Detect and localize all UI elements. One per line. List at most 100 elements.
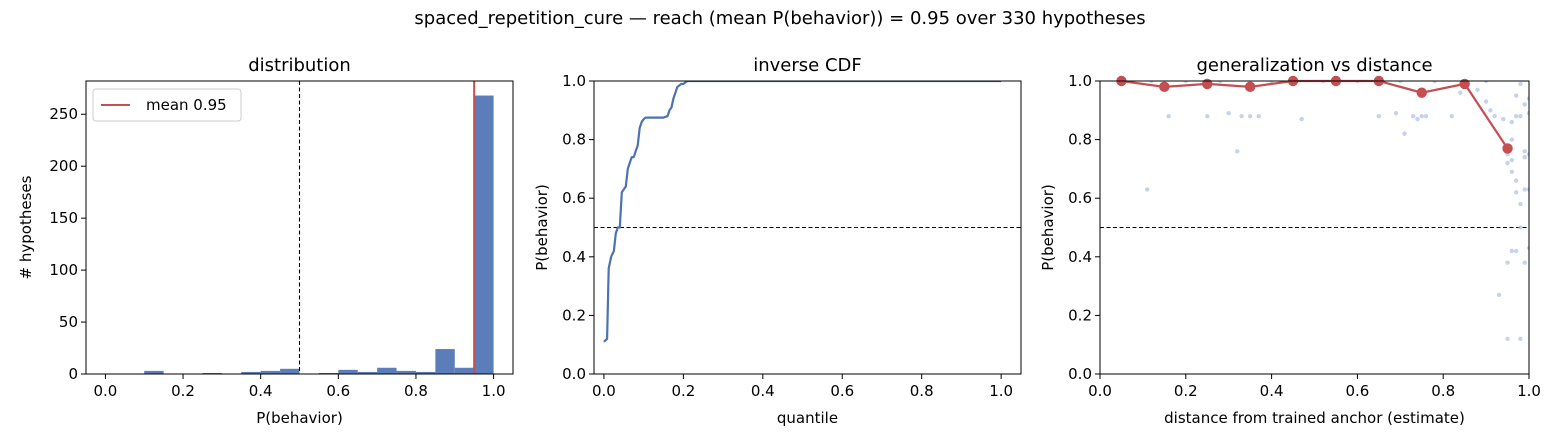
axes-frame xyxy=(1099,80,1530,375)
scatter-point xyxy=(1402,131,1407,136)
binned-mean-marker xyxy=(1416,87,1427,98)
histogram-bar xyxy=(415,371,436,374)
x-tick-label: 0.6 xyxy=(326,382,350,400)
panel-title: inverse CDF xyxy=(753,55,862,76)
scatter-point xyxy=(1513,178,1519,183)
scatter-point xyxy=(1256,113,1261,119)
histogram-bar xyxy=(377,367,397,374)
scatter-point xyxy=(1239,113,1244,119)
scatter-point xyxy=(1526,245,1529,251)
inverse-cdf-line xyxy=(603,81,1002,343)
y-tick-label: 0.6 xyxy=(1068,189,1092,207)
panel-title: generalization vs distance xyxy=(1196,55,1432,76)
y-tick-label: 0 xyxy=(68,365,78,383)
binned-mean-marker xyxy=(1244,81,1256,93)
scatter-point xyxy=(1505,336,1510,342)
x-tick-label: 0.8 xyxy=(1431,382,1455,400)
scatter-point xyxy=(1513,190,1519,195)
scatter-point xyxy=(1483,81,1489,84)
x-tick-label: 1.0 xyxy=(989,382,1013,400)
scatter-point xyxy=(1235,149,1240,154)
x-tick-label: 0.0 xyxy=(592,382,616,400)
panel-distribution: mean 0.95 0.0 0.2 0.4 0.6 0.8 1.0 0 50 100 150 200 2… xyxy=(17,55,514,427)
scatter-point xyxy=(1166,113,1171,119)
scatter-point xyxy=(1393,111,1399,116)
scatter-point xyxy=(1432,81,1437,84)
y-tick-label: 1.0 xyxy=(562,72,586,90)
scatter-point xyxy=(1419,113,1424,119)
y-tick-label: 50 xyxy=(59,313,78,331)
y-tick-label: 0.0 xyxy=(562,365,586,383)
x-tick-label: 0.4 xyxy=(249,382,273,400)
scatter-point xyxy=(1513,113,1519,119)
x-tick-label: 0.6 xyxy=(830,382,854,400)
scatter-point xyxy=(1149,81,1154,84)
y-axis-label: P(behavior) xyxy=(533,184,551,271)
scatter-point xyxy=(1205,113,1210,119)
legend-box xyxy=(92,88,242,122)
panel-inverse-cdf: 0.0 0.2 0.4 0.6 0.8 1.0 0.0 0.2 0.4 0.6 0.8 1.0 inve… xyxy=(533,55,1022,427)
x-tick-label: 1.0 xyxy=(482,382,506,400)
histogram-bar xyxy=(260,370,281,374)
scatter-point xyxy=(1247,113,1253,119)
y-tick-label: 150 xyxy=(49,209,78,227)
x-tick-label: 1.0 xyxy=(1517,382,1541,400)
binned-mean-marker xyxy=(1159,81,1170,93)
y-tick-label: 100 xyxy=(49,261,78,279)
x-tick-label: 0.4 xyxy=(751,382,775,400)
scatter-point xyxy=(1518,113,1523,119)
figure-suptitle: spaced_repetition_cure — reach (mean P(b… xyxy=(414,8,1145,29)
y-tick-label: 0.4 xyxy=(562,248,586,266)
x-tick-label: 0.2 xyxy=(671,382,695,400)
histogram-bar xyxy=(338,369,358,374)
x-axis-label: distance from trained anchor (estimate) xyxy=(1164,409,1465,427)
plot-area xyxy=(144,81,494,374)
scatter-point xyxy=(1505,260,1510,265)
x-tick-label: 0.2 xyxy=(171,382,195,400)
axes-frame xyxy=(593,80,1022,375)
binned-mean-line xyxy=(1121,79,1509,150)
x-axis-label: quantile xyxy=(777,409,838,427)
scatter-point xyxy=(1144,187,1150,192)
y-tick-label: 0.8 xyxy=(1068,131,1092,149)
scatter-point xyxy=(1299,116,1304,122)
scatter-point xyxy=(1526,152,1529,157)
y-tick-label: 1.0 xyxy=(1068,72,1092,90)
x-tick-label: 0.8 xyxy=(404,382,428,400)
histogram-bar xyxy=(454,367,475,374)
scatter-point xyxy=(1509,248,1515,254)
scatter-point xyxy=(1522,149,1527,154)
binned-mean-marker xyxy=(1202,78,1213,90)
histogram-bar xyxy=(435,349,455,374)
scatter-point xyxy=(1522,187,1527,192)
scatter-point xyxy=(1526,187,1529,192)
legend-label: mean 0.95 xyxy=(146,96,227,114)
scatter-point xyxy=(1376,113,1382,119)
x-tick-label: 0.2 xyxy=(1174,382,1198,400)
histogram-bar xyxy=(396,370,416,374)
y-tick-label: 0.0 xyxy=(1068,365,1092,383)
scatter-point xyxy=(1415,116,1420,122)
x-tick-label: 0.8 xyxy=(910,382,934,400)
scatter-point xyxy=(1509,157,1515,163)
scatter-point xyxy=(1518,201,1523,207)
histogram-bar xyxy=(474,95,494,374)
scatter-point xyxy=(1483,99,1489,104)
scatter-point xyxy=(1526,111,1529,116)
histogram-bar xyxy=(357,371,378,374)
scatter-point xyxy=(1423,113,1429,119)
scatter-point xyxy=(1518,336,1523,342)
scatter-point xyxy=(1513,93,1519,98)
scatter-point xyxy=(1269,81,1274,84)
scatter-point xyxy=(1513,248,1519,254)
legend: mean 0.95 xyxy=(92,88,242,122)
y-tick-label: 0.2 xyxy=(1068,306,1092,324)
x-axis-label: P(behavior) xyxy=(256,409,343,427)
x-tick-label: 0.0 xyxy=(93,382,117,400)
scatter-point xyxy=(1226,111,1231,116)
scatter-point xyxy=(1509,137,1515,142)
y-tick-label: 0.2 xyxy=(562,306,586,324)
scatter-point xyxy=(1505,160,1510,166)
histogram-bar xyxy=(280,368,300,374)
